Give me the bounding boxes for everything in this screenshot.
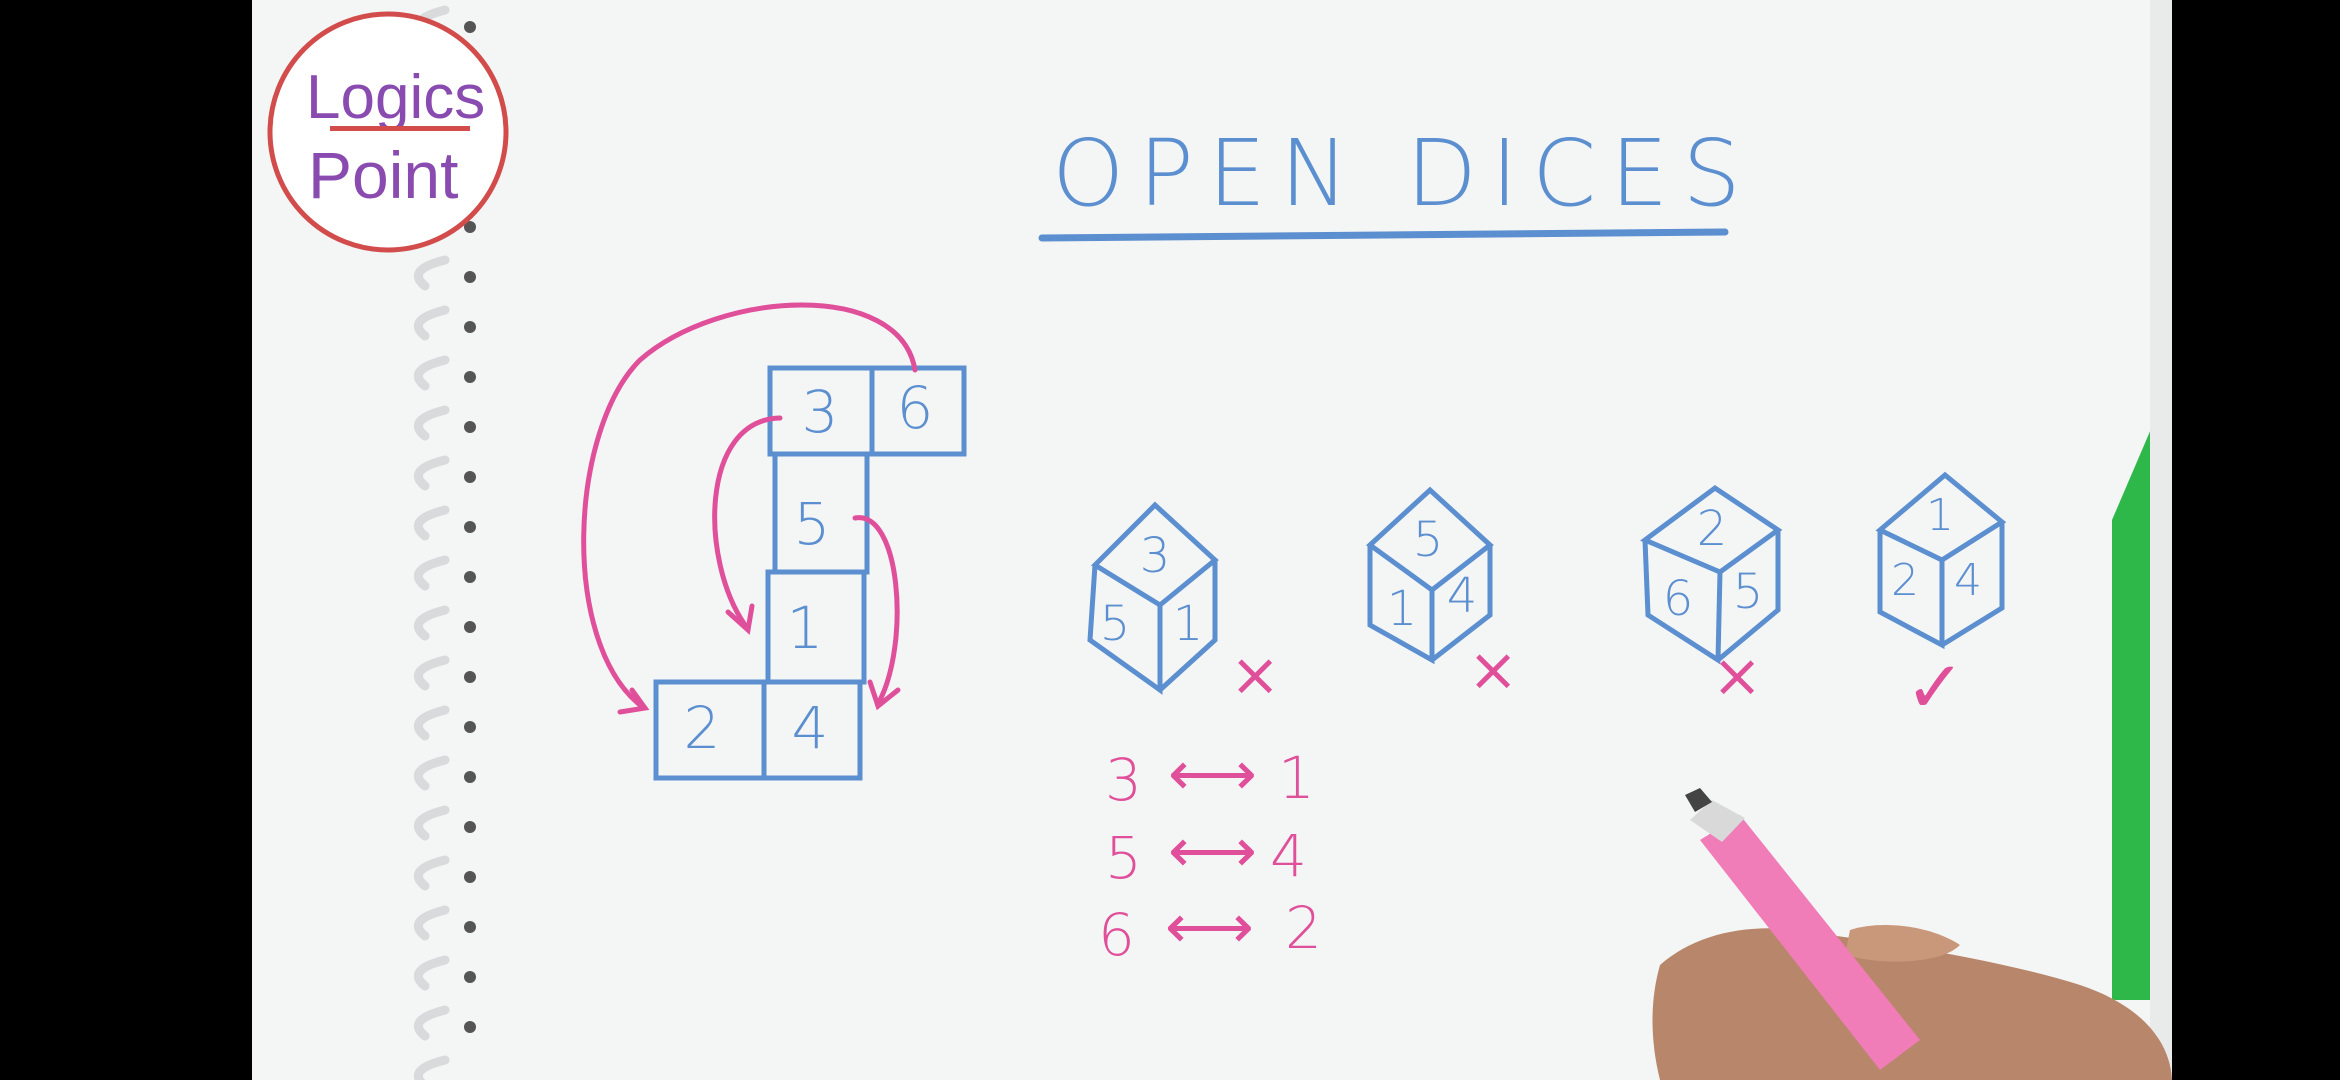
logo-ring: [267, 11, 509, 253]
net-face-2: 2: [684, 694, 721, 762]
die-2-top: 5: [1413, 512, 1444, 568]
die-3-left: 6: [1663, 571, 1694, 627]
logo-line1: Logics: [306, 63, 485, 132]
die-1-right: 1: [1173, 596, 1204, 652]
dice-net: [653, 365, 967, 781]
net-face-1: 1: [787, 594, 824, 662]
net-face-3: 3: [802, 378, 839, 446]
arrowhead-5-to-4: [867, 679, 901, 711]
logo-line2: Point: [308, 138, 458, 212]
logo-underline: [330, 126, 470, 131]
marker-tip: [1685, 788, 1712, 812]
pair-3-b: 2: [1285, 894, 1322, 962]
net-square-4: [761, 679, 863, 781]
arrow-6-to-2: [581, 302, 918, 708]
paper: [252, 0, 2172, 1080]
pair-1-b: 1: [1278, 744, 1315, 812]
pair-2-b: 4: [1270, 822, 1307, 890]
die-1: 3 5 1 ×: [1087, 501, 1280, 710]
die-1-top: 3: [1140, 528, 1171, 584]
opposite-pairs: 3 ⟷ 1 5 ⟷ 4 6 ⟷ 2: [1098, 737, 1322, 969]
arrowhead-3-to-1: [725, 603, 755, 635]
net-arrows: [581, 302, 918, 715]
logo: Logics Point: [267, 11, 509, 253]
die-2: 5 1 4 ×: [1366, 486, 1518, 705]
die-2-right: 4: [1447, 568, 1478, 624]
net-face-5: 5: [794, 490, 831, 558]
arrow-3-to-1: [712, 415, 783, 628]
finger: [1845, 925, 1960, 962]
die-3-right: 5: [1733, 564, 1764, 620]
pair-2-arrow: ⟷: [1168, 814, 1257, 887]
net-face-4: 4: [792, 694, 829, 762]
die-3: 2 6 5 ×: [1640, 484, 1783, 711]
die-2-verdict: ×: [1468, 635, 1518, 705]
die-4: 1 2 4 ✓: [1875, 471, 2007, 729]
hand: [1652, 928, 2172, 1080]
net-square-6: [869, 365, 967, 457]
pair-1-arrow: ⟷: [1168, 737, 1257, 810]
die-1-verdict: ×: [1230, 640, 1280, 710]
die-4-top: 1: [1926, 490, 1954, 541]
marker-body: [1700, 815, 1920, 1070]
title-underline: [1038, 228, 1729, 242]
arrow-5-to-4: [852, 515, 900, 703]
pair-3-arrow: ⟷: [1165, 890, 1254, 963]
arrowhead-6-to-2: [617, 687, 650, 715]
spiral-holes: [464, 21, 476, 1033]
pair-2-a: 5: [1105, 824, 1142, 892]
pair-3-a: 6: [1098, 901, 1135, 969]
die-3-verdict: ×: [1712, 641, 1762, 711]
title: OPEN DICES: [1052, 120, 1755, 227]
die-4-left: 2: [1891, 555, 1919, 606]
die-1-left: 5: [1100, 596, 1131, 652]
net-face-6: 6: [897, 374, 934, 442]
die-3-top: 2: [1697, 501, 1728, 557]
die-4-verdict: ✓: [1905, 645, 1965, 729]
paper-edge: [2150, 0, 2172, 1080]
die-4-right: 4: [1954, 555, 1982, 606]
pair-1-a: 3: [1105, 746, 1142, 814]
marker-collar: [1690, 800, 1745, 842]
die-2-left: 1: [1387, 581, 1418, 637]
hand-with-marker: [1652, 788, 2172, 1080]
